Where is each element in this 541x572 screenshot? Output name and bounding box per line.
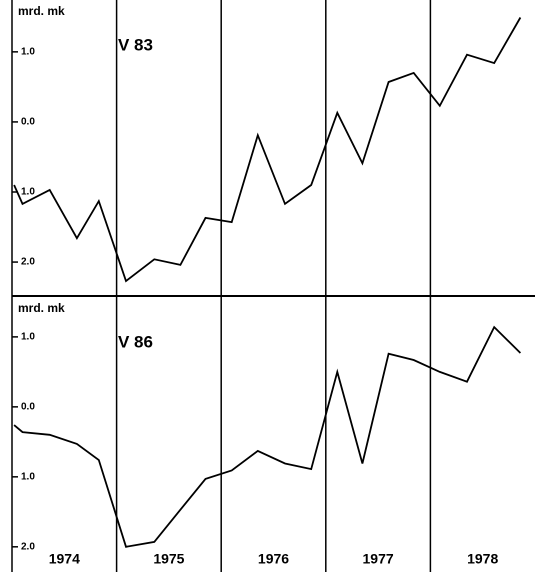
x-category-label: 1976 — [258, 551, 289, 567]
y-tick-label: 2.0 — [21, 541, 35, 552]
x-category-label: 1975 — [153, 551, 184, 567]
y-tick-label: 0.0 — [21, 402, 35, 413]
y-tick-label: 1.0 — [21, 332, 35, 343]
y-tick-label: 1.0 — [21, 187, 35, 198]
x-category-label: 1978 — [467, 551, 498, 567]
data-line — [13, 325, 522, 548]
x-category-label: 1974 — [49, 551, 80, 567]
x-category-label: 1977 — [363, 551, 394, 567]
y-tick-label: 1.0 — [21, 46, 35, 57]
data-line — [13, 17, 522, 283]
y-tick-label: 2.0 — [21, 257, 35, 268]
y-axis-label: mrd. mk — [18, 4, 65, 18]
y-axis-label: mrd. mk — [18, 301, 65, 315]
panel-title: V 86 — [118, 332, 153, 351]
y-tick-label: 0.0 — [21, 117, 35, 128]
y-tick-label: 1.0 — [21, 471, 35, 482]
panel-title: V 83 — [118, 35, 153, 54]
